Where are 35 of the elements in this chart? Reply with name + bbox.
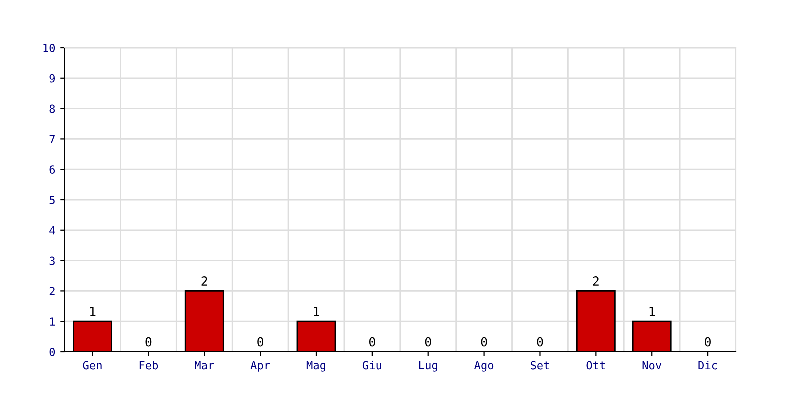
data-label: 0 [369,337,376,347]
x-tick-label: Dic [698,361,718,370]
data-label: 0 [537,337,544,347]
y-tick-label: 8 [50,104,56,114]
x-tick-label: Lug [420,361,438,372]
data-label: 0 [258,337,264,347]
data-label: 2 [593,276,599,286]
data-label: 1 [90,307,96,316]
data-label: 0 [481,337,488,347]
y-tick-label: 2 [50,287,55,296]
y-tick-label: 5 [50,196,55,204]
y-tick-label: 1 [50,318,56,326]
data-label: 2 [202,276,208,286]
data-label: 0 [705,337,711,347]
x-tick-label: Giu [362,361,382,370]
y-tick-label: 0 [50,348,56,356]
data-label: 1 [314,307,320,316]
x-tick-label: Set [530,361,550,370]
x-tick-label: Mar [195,361,214,370]
x-tick-label: Gen [83,361,102,370]
y-tick-label: 7 [50,135,55,144]
x-tick-label: Mag [306,361,326,372]
y-tick-label: 6 [50,166,56,174]
x-tick-label: Apr [250,361,270,372]
data-label: 1 [650,307,656,316]
x-tick-label: Ott [586,361,606,370]
y-tick-label: 4 [50,226,56,235]
y-tick-label: 3 [50,256,55,266]
data-label: 0 [425,337,432,347]
y-tick-label: 9 [50,74,56,83]
x-tick-label: Feb [140,361,158,370]
x-tick-label: Ago [474,361,494,372]
y-tick-label: 10 [44,44,56,52]
x-tick-label: Nov [642,361,662,370]
data-label: 0 [146,337,152,347]
